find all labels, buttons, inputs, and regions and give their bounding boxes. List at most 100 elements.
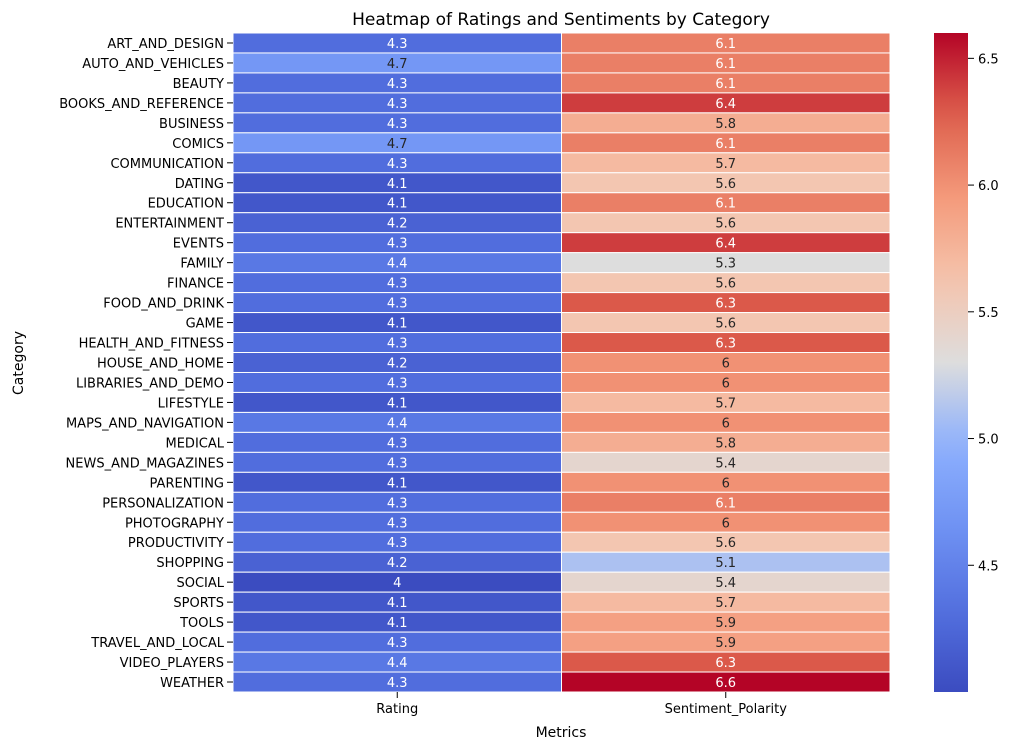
cell-value-label: 4.3 (387, 456, 408, 471)
row-tick-label: TOOLS (179, 616, 224, 631)
x-axis-label: Metrics (536, 725, 587, 741)
row-tick-label: ART_AND_DESIGN (107, 37, 224, 52)
row-tick-label: FAMILY (180, 257, 224, 272)
colorbar-gradient (934, 33, 968, 692)
cell-value-label: 4.2 (387, 217, 408, 232)
row-tick-label: HOUSE_AND_HOME (97, 357, 224, 372)
cell-value-label: 4.3 (387, 536, 408, 551)
cell-value-label: 4.1 (387, 177, 408, 192)
row-tick-label: LIFESTYLE (158, 396, 224, 411)
cell-value-label: 6.6 (715, 676, 736, 691)
cell-value-label: 4.3 (387, 636, 408, 651)
cell-value-label: 4.3 (387, 117, 408, 132)
row-tick-label: NEWS_AND_MAGAZINES (66, 456, 224, 471)
cell-value-label: 4.4 (387, 656, 408, 671)
row-tick-label: AUTO_AND_VEHICLES (82, 57, 224, 72)
cell-value-label: 4.4 (387, 257, 408, 272)
cell-value-label: 4.3 (387, 97, 408, 112)
row-tick-label: WEATHER (160, 676, 224, 691)
cell-value-label: 6.3 (715, 656, 736, 671)
cell-value-label: 4.7 (387, 57, 408, 72)
cell-value-label: 4.2 (387, 357, 408, 372)
cell-value-label: 4.1 (387, 197, 408, 212)
cell-value-label: 6.1 (715, 197, 736, 212)
cell-value-label: 5.4 (715, 576, 736, 591)
cell-value-label: 4.3 (387, 297, 408, 312)
row-tick-label: SHOPPING (156, 556, 224, 571)
cell-value-label: 4.1 (387, 616, 408, 631)
row-tick-label: LIBRARIES_AND_DEMO (76, 376, 224, 391)
cell-value-label: 4.3 (387, 157, 408, 172)
row-tick-label: FINANCE (167, 277, 224, 292)
cell-value-label: 4.3 (387, 337, 408, 352)
row-tick-label: TRAVEL_AND_LOCAL (90, 636, 224, 651)
row-tick-label: MEDICAL (166, 436, 225, 451)
colorbar-tick-label: 5.0 (978, 433, 999, 448)
column-tick-label: Sentiment_Polarity (665, 702, 788, 717)
row-tick-label: EVENTS (173, 237, 224, 252)
row-tick-label: PARENTING (150, 476, 224, 491)
cell-value-label: 5.9 (715, 616, 736, 631)
row-tick-label: COMMUNICATION (110, 157, 224, 172)
cell-value-label: 4.7 (387, 137, 408, 152)
cell-value-label: 4.3 (387, 37, 408, 52)
cell-value-label: 4.3 (387, 436, 408, 451)
cell-value-label: 4.3 (387, 77, 408, 92)
cell-value-label: 4.1 (387, 476, 408, 491)
cell-value-label: 5.7 (715, 157, 736, 172)
row-tick-label: SPORTS (173, 596, 224, 611)
cell-value-label: 6.1 (715, 37, 736, 52)
cell-value-label: 6 (722, 516, 730, 531)
cell-value-label: 4.1 (387, 596, 408, 611)
row-tick-label: HEALTH_AND_FITNESS (79, 337, 224, 352)
colorbar-tick-label: 6.0 (978, 179, 999, 194)
colorbar: 4.5 5.0 5.5 6.0 6.5 (934, 33, 999, 692)
row-tick-label: COMICS (172, 137, 224, 152)
colorbar-tick-label: 5.5 (978, 306, 999, 321)
cell-value-label: 6.1 (715, 137, 736, 152)
row-tick-label: BEAUTY (173, 77, 224, 92)
cell-value-label: 4.3 (387, 516, 408, 531)
cell-value-label: 5.6 (715, 317, 736, 332)
row-tick-label: BUSINESS (159, 117, 224, 132)
cell-value-label: 6.1 (715, 496, 736, 511)
cell-value-label: 6 (722, 416, 730, 431)
cell-value-label: 5.3 (715, 257, 736, 272)
cell-value-label: 6.3 (715, 337, 736, 352)
cell-value-label: 5.7 (715, 596, 736, 611)
cell-value-label: 6 (722, 476, 730, 491)
cell-value-label: 5.6 (715, 536, 736, 551)
cell-value-label: 4.3 (387, 376, 408, 391)
cell-value-label: 6.4 (715, 237, 736, 252)
cell-value-label: 4 (393, 576, 401, 591)
row-tick-label: GAME (186, 317, 224, 332)
cell-value-label: 5.6 (715, 277, 736, 292)
cell-value-label: 5.4 (715, 456, 736, 471)
cell-value-label: 6.1 (715, 57, 736, 72)
cell-value-label: 6 (722, 357, 730, 372)
row-tick-label: PHOTOGRAPHY (125, 516, 224, 531)
row-tick-label: PERSONALIZATION (102, 496, 224, 511)
chart-title: Heatmap of Ratings and Sentiments by Cat… (352, 10, 770, 30)
row-tick-label: ENTERTAINMENT (115, 217, 224, 232)
y-axis-label: Category (11, 331, 27, 395)
cell-value-label: 6.1 (715, 77, 736, 92)
cell-value-label: 5.7 (715, 396, 736, 411)
cell-value-label: 4.3 (387, 277, 408, 292)
cell-value-label: 5.8 (715, 436, 736, 451)
row-tick-label: VIDEO_PLAYERS (120, 656, 224, 671)
cell-value-label: 4.1 (387, 396, 408, 411)
heatmap-cells (232, 32, 891, 693)
cell-value-label: 4.4 (387, 416, 408, 431)
cell-value-label: 4.1 (387, 317, 408, 332)
cell-value-label: 5.8 (715, 117, 736, 132)
cell-value-label: 5.6 (715, 217, 736, 232)
colorbar-tick-label: 6.5 (978, 52, 999, 67)
column-tick-labels: Rating Sentiment_Polarity (376, 692, 787, 717)
row-tick-label: BOOKS_AND_REFERENCE (59, 97, 224, 112)
row-tick-label: DATING (175, 177, 224, 192)
cell-value-label: 6 (722, 376, 730, 391)
row-tick-labels: ART_AND_DESIGN AUTO_AND_VEHICLES BEAUTY BOO… (59, 37, 233, 691)
cell-value-label: 4.3 (387, 496, 408, 511)
